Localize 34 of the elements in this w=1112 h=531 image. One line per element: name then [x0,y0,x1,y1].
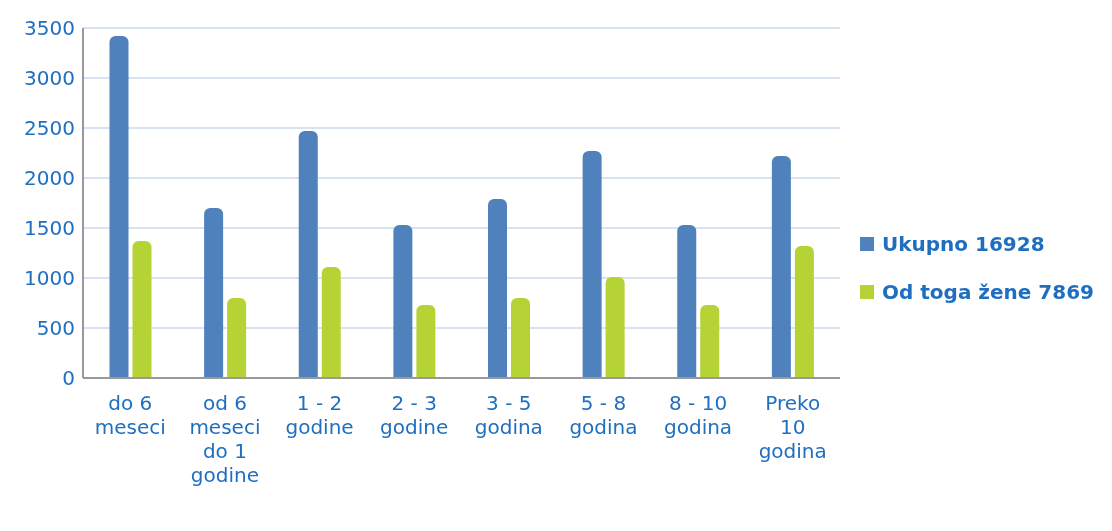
bar [321,267,341,378]
legend-label: Od toga žene 7869 [882,279,1094,306]
y-tick-label: 3000 [24,66,75,91]
bar [771,156,791,378]
bar [677,225,697,378]
y-tick-label: 1000 [24,266,75,291]
x-tick-label: od 6 meseci do 1 godine [189,391,261,487]
bar [109,36,129,378]
bar [794,246,814,378]
bar [488,199,507,378]
y-tick-label: 1500 [24,216,75,241]
x-tick-label: 8 - 10 godina [664,391,733,439]
bar [204,208,224,378]
y-tick-label: 0 [62,366,75,391]
x-tick-label: 3 - 5 godina [474,391,543,439]
bar [227,298,247,378]
y-tick-label: 500 [36,316,75,341]
bar [605,277,625,378]
bar [582,151,602,378]
x-tick-label: 5 - 8 godina [569,391,638,439]
y-tick-label: 2000 [24,166,75,191]
legend-label: Ukupno 16928 [882,231,1045,258]
x-tick-label: Preko 10 godina [758,391,827,463]
bar [132,241,152,378]
x-tick-label: do 6 meseci [94,391,166,439]
bar [511,298,530,378]
y-tick-label: 2500 [24,116,75,141]
bar [393,225,413,378]
y-tick-label: 3500 [24,16,75,41]
x-tick-label: 1 - 2 godine [285,391,354,439]
bar [298,131,318,378]
bar [700,305,720,378]
x-tick-label: 2 - 3 godine [380,391,449,439]
bar [416,305,436,378]
